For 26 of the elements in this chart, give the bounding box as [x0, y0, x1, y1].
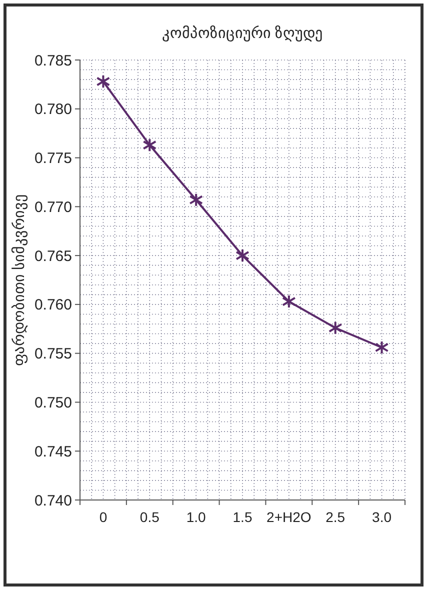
chart-title: კომპოზიციური ზღუდე	[162, 25, 324, 42]
x-tick-label: 3.0	[372, 509, 392, 525]
point	[374, 340, 389, 354]
y-axis-title: ფარდობითი სიმკვრივე	[11, 194, 28, 366]
y-tick-label: 0.740	[34, 492, 72, 510]
point	[236, 248, 250, 263]
y-tick-label: 0.755	[34, 346, 72, 363]
x-tick-label: 1.5	[232, 509, 252, 525]
point	[328, 320, 342, 335]
point	[142, 138, 157, 152]
point	[282, 294, 296, 309]
y-tick-label: 0.745	[34, 443, 72, 460]
x-tick-label: 0	[99, 509, 108, 525]
y-tick-label: 0.785	[34, 52, 72, 70]
x-tick-label: 2.5	[326, 509, 346, 525]
x-tick-label: 0.5	[140, 509, 160, 525]
y-tick-label: 0.765	[34, 248, 72, 265]
y-tick-label: 0.780	[34, 101, 72, 118]
x-tick-label: 1.0	[186, 509, 206, 525]
y-tick-label: 0.750	[34, 394, 72, 412]
y-tick-label: 0.775	[34, 150, 72, 168]
point	[96, 74, 110, 89]
x-tick-label: 2+H2O	[266, 509, 312, 525]
point	[189, 192, 204, 207]
y-tick-label: 0.760	[34, 296, 72, 314]
y-tick-label: 0.770	[34, 198, 72, 216]
